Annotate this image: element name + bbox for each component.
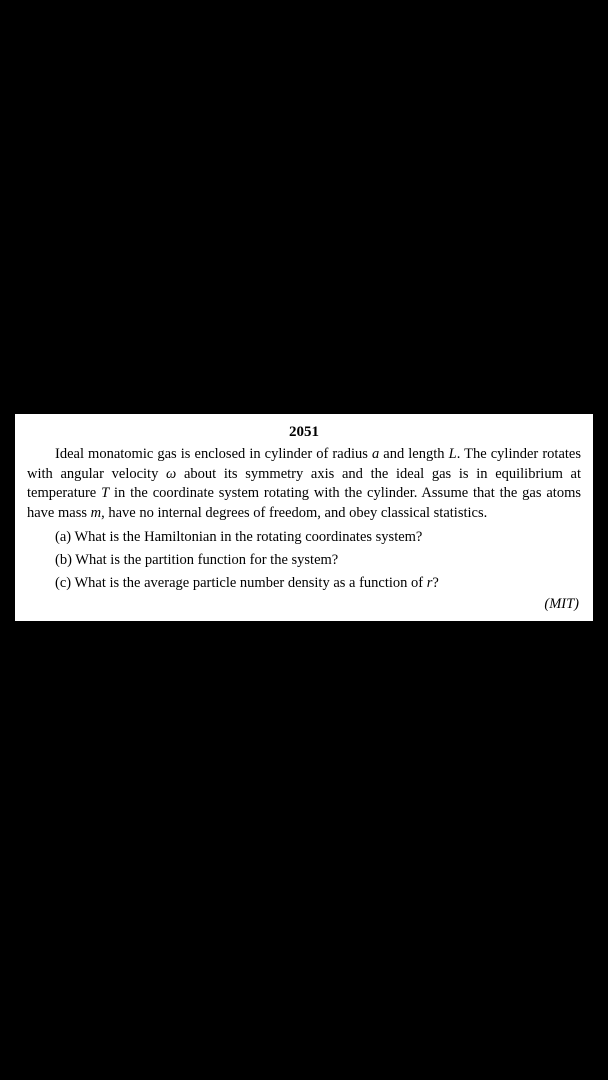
question-a: (a) What is the Hamiltonian in the rotat…: [27, 527, 581, 548]
problem-source: (MIT): [27, 596, 581, 613]
document-page: 2051 Ideal monatomic gas is enclosed in …: [15, 414, 593, 621]
problem-body: Ideal monatomic gas is enclosed in cylin…: [27, 445, 581, 523]
question-c: (c) What is the average particle number …: [27, 573, 581, 594]
symbol-length: L: [449, 446, 457, 462]
problem-number: 2051: [27, 424, 581, 441]
symbol-r: r: [427, 575, 433, 591]
symbol-omega: ω: [166, 466, 176, 482]
symbol-temperature: T: [101, 485, 109, 501]
symbol-mass: m: [91, 505, 101, 521]
question-b: (b) What is the partition function for t…: [27, 550, 581, 571]
symbol-radius: a: [372, 446, 379, 462]
